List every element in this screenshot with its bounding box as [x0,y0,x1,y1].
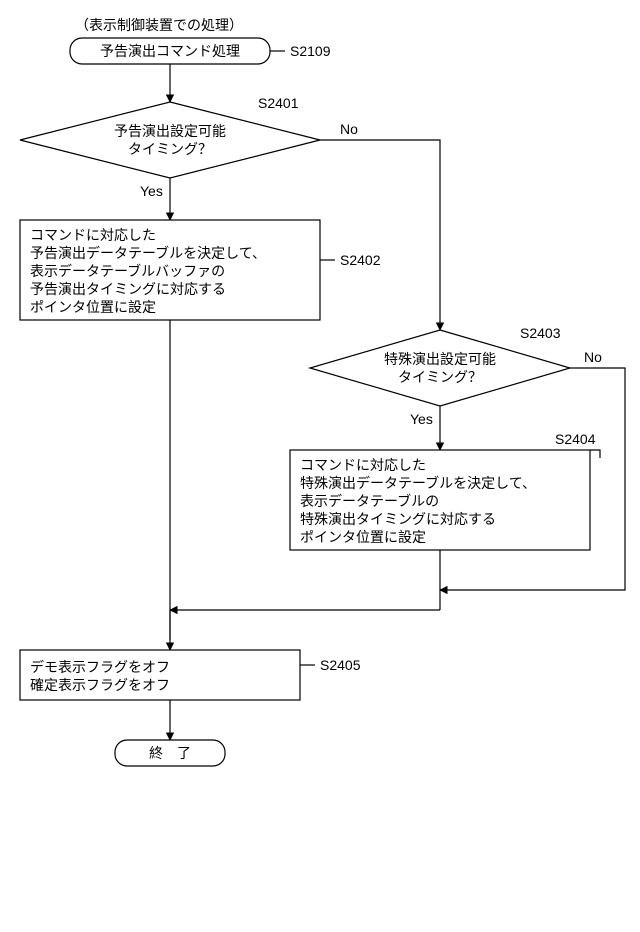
p1-line2: 予告演出データテーブルを決定して、 [30,245,266,262]
d1-yes: Yes [140,183,163,199]
p1-line5: ポインタ位置に設定 [30,300,156,316]
process-1: コマンドに対応した 予告演出データテーブルを決定して、 表示データテーブルバッフ… [20,220,381,320]
d2-tag: S2403 [520,325,561,341]
p2-line1: コマンドに対応した [300,458,426,474]
p1-line4: 予告演出タイミングに対応する [30,282,226,298]
end-label: 終 了 [149,746,191,762]
d2-no: No [584,349,602,365]
start-tag: S2109 [290,43,331,59]
process-2: コマンドに対応した 特殊演出データテーブルを決定して、 表示データテーブルの 特… [290,431,600,550]
p2-line5: ポインタ位置に設定 [300,530,426,546]
edge-d1-no [320,140,440,330]
p1-line1: コマンドに対応した [30,228,156,244]
p2-line3: 表示データテーブルの [300,493,439,510]
start-label: 予告演出コマンド処理 [100,44,240,60]
d2-line1: 特殊演出設定可能 [384,352,496,368]
p2-tag: S2404 [555,431,596,447]
d1-line2: タイミング？ [128,142,212,158]
p3-line1: デモ表示フラグをオフ [30,659,170,676]
d1-line1: 予告演出設定可能 [114,124,226,140]
flowchart: （表示制御装置での処理） 予告演出コマンド処理 S2109 予告演出設定可能 タ… [0,0,640,932]
p2-line4: 特殊演出タイミングに対応する [300,512,496,528]
p1-line3: 表示データテーブルバッファの [30,263,225,280]
p3-tag: S2405 [320,657,361,673]
process-3: デモ表示フラグをオフ 確定表示フラグをオフ S2405 [20,650,361,700]
header-text: （表示制御装置での処理） [75,18,243,34]
d2-line2: タイミング？ [398,370,482,386]
decision-1: 予告演出設定可能 タイミング？ S2401 No Yes [20,95,358,199]
start-node: 予告演出コマンド処理 S2109 [70,38,331,64]
p1-tag: S2402 [340,252,381,268]
p3-line2: 確定表示フラグをオフ [30,678,170,694]
end-node: 終 了 [115,740,225,766]
d2-yes: Yes [410,411,433,427]
d1-no: No [340,121,358,137]
p2-line2: 特殊演出データテーブルを決定して、 [300,475,536,492]
decision-2: 特殊演出設定可能 タイミング？ S2403 No Yes [310,325,602,427]
d1-tag: S2401 [258,95,299,111]
